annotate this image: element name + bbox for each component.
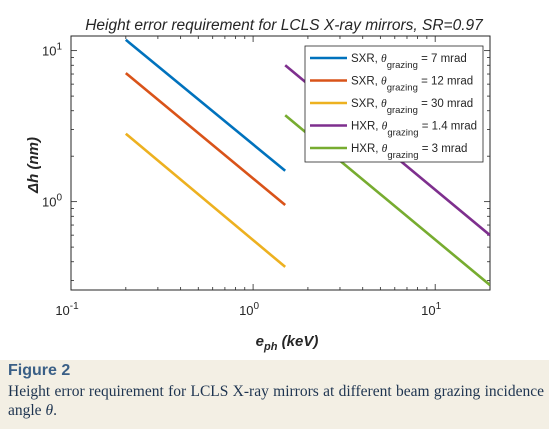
y-tick-label: 101 — [42, 42, 62, 59]
figure-caption: Figure 2 Height error requirement for LC… — [8, 362, 544, 420]
series-line-2 — [124, 72, 287, 207]
caption-label: Figure 2 — [8, 362, 71, 379]
figure-panel: Height error requirement for LCLS X-ray … — [0, 0, 549, 360]
x-tick-label: 101 — [421, 301, 441, 318]
axis-ticks: 10-1 100 101 100 101 — [42, 36, 491, 318]
legend-label-1: SXR, θgrazing = 7 mrad — [351, 53, 467, 71]
legend: SXR, θgrazing = 7 mrad SXR, θgrazing = 12… — [304, 45, 484, 163]
height-error-chart: Height error requirement for LCLS X-ray … — [25, 17, 491, 353]
chart-title: Height error requirement for LCLS X-ray … — [85, 17, 484, 34]
legend-label-5: HXR, θgrazing = 3 mrad — [351, 143, 467, 161]
x-tick-label: 10-1 — [55, 301, 79, 318]
caption-text: Height error requirement for LCLS X-ray … — [8, 383, 544, 419]
x-axis-label: eph (keV) — [256, 333, 319, 353]
legend-label-4: HXR, θgrazing = 1.4 mrad — [351, 121, 477, 139]
y-axis-label: Δh (nm) — [25, 137, 42, 194]
series-line-3 — [124, 132, 287, 268]
series-line-1 — [124, 38, 287, 172]
legend-label-3: SXR, θgrazing = 30 mrad — [351, 98, 473, 116]
legend-label-2: SXR, θgrazing = 12 mrad — [351, 76, 473, 94]
x-tick-label: 100 — [239, 301, 259, 318]
caption-symbol: θ — [45, 402, 54, 419]
y-tick-label: 100 — [42, 193, 62, 210]
